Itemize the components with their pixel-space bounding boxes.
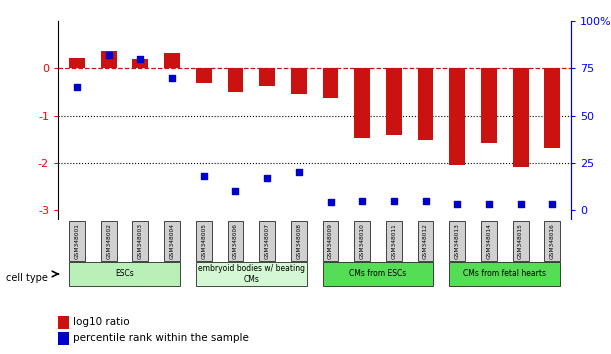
Text: GSM348008: GSM348008 [296,223,301,259]
Text: GSM348014: GSM348014 [486,223,491,259]
Text: GSM348013: GSM348013 [455,223,459,259]
Text: CMs from ESCs: CMs from ESCs [349,269,407,279]
Text: percentile rank within the sample: percentile rank within the sample [73,333,249,343]
Bar [449,68,465,165]
Bar [386,221,402,261]
Text: GSM348015: GSM348015 [518,223,523,259]
Point [230,188,240,194]
Point [104,52,114,58]
Bar [481,221,497,261]
Bar [418,221,433,261]
Bar [323,221,338,261]
Point [389,198,399,204]
Text: GSM348002: GSM348002 [106,223,111,259]
Bar [196,221,211,261]
Bar [544,221,560,261]
Bar [291,221,307,261]
Text: GSM348004: GSM348004 [170,223,175,259]
Point [452,201,462,207]
Text: ESCs: ESCs [115,269,134,279]
Bar [291,68,307,95]
Text: GSM348006: GSM348006 [233,223,238,259]
Text: GSM348009: GSM348009 [328,223,333,259]
Bar [196,262,307,286]
Bar [196,68,211,82]
Bar [449,221,465,261]
Point [326,200,335,205]
Bar [133,221,148,261]
Bar [164,53,180,68]
Bar [418,68,433,140]
Bar [323,68,338,98]
Bar [259,68,275,86]
Bar [69,262,180,286]
Text: log10 ratio: log10 ratio [73,318,130,327]
Bar [481,68,497,143]
Point [167,75,177,81]
Bar [386,68,402,136]
Text: embryoid bodies w/ beating
CMs: embryoid bodies w/ beating CMs [198,264,305,284]
Bar [69,58,85,68]
Bar [227,68,243,92]
Point [199,173,209,179]
Bar [69,221,85,261]
Point [516,201,525,207]
Point [294,170,304,175]
Point [547,201,557,207]
Text: GSM348007: GSM348007 [265,223,269,259]
Text: GSM348010: GSM348010 [360,223,365,259]
Bar [544,68,560,148]
Text: GSM348012: GSM348012 [423,223,428,259]
Text: GSM348011: GSM348011 [392,223,397,259]
Bar [164,221,180,261]
Text: GSM348001: GSM348001 [75,223,79,259]
Bar [449,262,560,286]
Bar [513,68,529,167]
Bar [513,221,529,261]
Point [72,85,82,90]
Point [420,198,430,204]
Point [484,201,494,207]
Bar [354,68,370,138]
Bar [227,221,243,261]
Point [136,56,145,62]
Bar [101,221,117,261]
Bar [101,51,117,68]
Bar [323,262,433,286]
Bar [133,59,148,68]
Point [262,175,272,181]
Text: cell type: cell type [6,273,48,283]
Text: GSM348003: GSM348003 [138,223,143,259]
Point [357,198,367,204]
Bar [354,221,370,261]
Text: GSM348016: GSM348016 [550,223,555,259]
Text: CMs from fetal hearts: CMs from fetal hearts [463,269,546,279]
Bar [259,221,275,261]
Text: GSM348005: GSM348005 [201,223,207,259]
